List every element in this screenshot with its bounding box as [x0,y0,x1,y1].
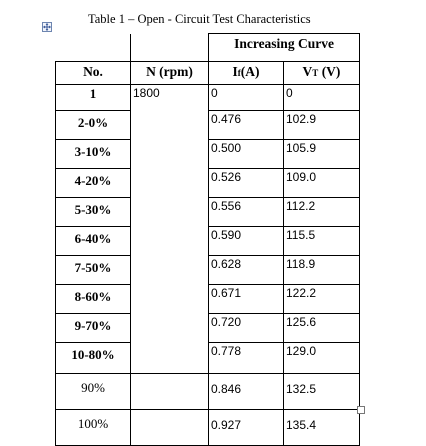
oc-test-table: Increasing Curve No. N (rpm) If(A) VT (V… [55,33,360,446]
col-header-current: If(A) [208,61,284,85]
current-value: 0.556 [208,197,284,227]
current-value: 0.628 [208,255,284,285]
row-no: 5-30% [55,197,131,227]
voltage-value: 102.9 [283,110,360,140]
row-no: 100% [55,409,131,446]
col-header-speed: N (rpm) [130,61,209,85]
current-value: 0.720 [208,313,284,343]
row-no: 9-70% [55,313,131,343]
empty-corner-cell [55,33,131,62]
table-row: 10-80% 0.778 129.0 [55,342,360,374]
current-value: 0.500 [208,139,284,169]
table-row: 100% 0.927 135.4 [55,409,360,446]
current-value: 0.590 [208,226,284,256]
table-row: 8-60% 0.671 122.2 [55,284,360,314]
table-resize-handle-icon[interactable] [357,406,365,414]
table-row: 90% 0.846 132.5 [55,373,360,410]
row-no: 3-10% [55,139,131,169]
voltage-value: 0 [283,84,360,111]
row-no: 90% [55,373,131,410]
group-header: Increasing Curve [208,33,360,62]
empty-speed-cell [130,409,209,446]
row-no: 8-60% [55,284,131,314]
voltage-value: 125.6 [283,313,360,343]
row-no: 4-20% [55,168,131,198]
current-value: 0.476 [208,110,284,140]
table-row: 2-0% 0.476 102.9 [55,110,360,140]
row-no: 7-50% [55,255,131,285]
voltage-value: 109.0 [283,168,360,198]
voltage-value: 122.2 [283,284,360,314]
table-caption: Table 1 – Open - Circuit Test Characteri… [88,12,311,26]
row-no: 6-40% [55,226,131,256]
row-no: 2-0% [55,110,131,140]
table-row: 1 1800 0 0 [55,84,360,374]
col-header-no: No. [55,61,131,85]
empty-speed-cell [130,373,209,410]
empty-corner-cell [130,33,209,62]
table-row: 7-50% 0.628 118.9 [55,255,360,285]
table-row: 9-70% 0.720 125.6 [55,313,360,343]
voltage-value: 118.9 [283,255,360,285]
group-header-row: Increasing Curve [55,33,360,62]
voltage-value: 115.5 [283,226,360,256]
voltage-value: 112.2 [283,197,360,227]
current-value: 0.778 [208,342,284,374]
table-row: 4-20% 0.526 109.0 [55,168,360,198]
row-no: 1 [55,84,131,111]
col-header-voltage: VT (V) [283,61,360,85]
column-header-row: No. N (rpm) If(A) VT (V) [55,61,360,85]
row-no: 10-80% [55,342,131,374]
current-value: 0 [208,84,284,111]
voltage-value: 105.9 [283,139,360,169]
current-value: 0.671 [208,284,284,314]
voltage-value: 132.5 [283,373,360,410]
table-row: 6-40% 0.590 115.5 [55,226,360,256]
current-value: 0.846 [208,373,284,410]
table-row: 5-30% 0.556 112.2 [55,197,360,227]
current-value: 0.526 [208,168,284,198]
voltage-value: 129.0 [283,342,360,374]
table-row: 3-10% 0.500 105.9 [55,139,360,169]
voltage-value: 135.4 [283,409,360,446]
current-value: 0.927 [208,409,284,446]
speed-cell: 1800 [130,84,209,374]
table-move-handle-icon[interactable] [42,22,52,32]
